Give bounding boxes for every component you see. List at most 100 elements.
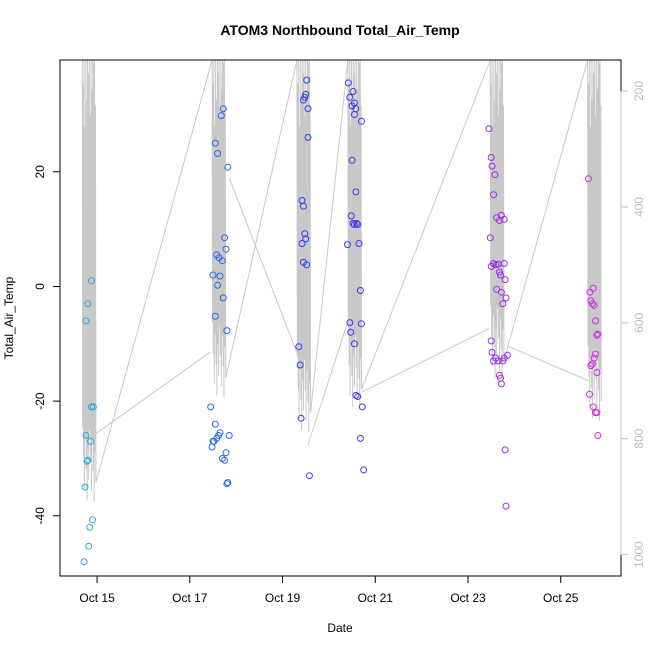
data-point [587, 362, 595, 370]
pressure-connector [228, 177, 300, 358]
data-point [496, 371, 503, 379]
data-point [356, 434, 364, 442]
data-point [219, 105, 227, 113]
pressure-connector [507, 345, 589, 382]
data-point [500, 260, 508, 267]
data-point [344, 241, 351, 249]
data-point [224, 163, 232, 171]
data-point [214, 281, 222, 289]
data-point [593, 369, 601, 376]
data-point [84, 300, 92, 308]
data-point [224, 479, 232, 486]
data-point [588, 300, 596, 308]
data-point [349, 88, 357, 95]
pressure-connector [88, 351, 211, 440]
y-tick-label: 0 [33, 283, 47, 290]
data-point [490, 191, 497, 199]
data-point [497, 288, 505, 296]
data-point [217, 112, 225, 120]
chart-title: ATOM3 Northbound Total_Air_Temp [220, 22, 459, 38]
data-point [209, 271, 217, 279]
data-point [216, 272, 224, 280]
data-point [488, 162, 496, 170]
data-point [346, 319, 354, 327]
data-point [302, 235, 310, 243]
data-point [223, 480, 231, 488]
data-point [221, 234, 229, 242]
secondary-y-axis: 200 400 600 800 1000 [620, 81, 646, 568]
data-point [488, 348, 496, 356]
data-points [80, 76, 602, 566]
y-axis: -40 -20 0 20 [33, 165, 61, 524]
x-axis: Oct 15 Oct 17 Oct 19 Oct 21 Oct 23 Oct 25 [79, 575, 579, 605]
data-point [356, 287, 364, 294]
data-point [303, 76, 311, 84]
data-point [85, 542, 93, 550]
data-point [214, 150, 222, 157]
data-point [590, 354, 598, 362]
data-point [304, 133, 312, 141]
data-point [216, 429, 224, 437]
data-point [225, 432, 233, 439]
data-point [211, 139, 219, 147]
data-point [355, 240, 363, 247]
pressure-line [81, 59, 602, 502]
data-point [296, 361, 304, 369]
data-point [346, 93, 354, 101]
data-point [593, 331, 601, 339]
data-point [496, 268, 503, 276]
data-point [218, 257, 226, 265]
data-point [503, 351, 511, 359]
data-point [501, 276, 509, 284]
data-point [499, 300, 507, 308]
data-point [592, 317, 599, 325]
data-point [352, 105, 360, 113]
data-point [593, 409, 601, 417]
pressure-connector [361, 328, 490, 393]
data-point [487, 154, 495, 161]
secondary-tick-label: 1000 [632, 541, 646, 568]
data-point [82, 432, 90, 439]
secondary-tick-label: 200 [632, 81, 646, 101]
data-point [89, 403, 97, 411]
data-point [350, 340, 358, 348]
y-tick-label: 20 [33, 165, 47, 179]
x-tick-label: Oct 17 [172, 591, 208, 605]
data-point [590, 301, 598, 309]
data-point [81, 483, 89, 491]
x-axis-label: Date [327, 621, 353, 635]
data-point [354, 393, 362, 400]
x-tick-label: Oct 21 [358, 591, 394, 605]
x-tick-label: Oct 15 [79, 591, 115, 605]
data-point [501, 446, 509, 454]
data-point [349, 219, 357, 227]
pressure-trace [81, 59, 602, 502]
data-point [301, 230, 309, 238]
data-point [305, 472, 313, 480]
pressure-connector [307, 322, 348, 445]
data-point [295, 343, 303, 351]
secondary-tick-label: 800 [632, 428, 646, 448]
x-tick-label: Oct 19 [265, 591, 301, 605]
data-point [223, 327, 231, 335]
data-point [80, 558, 88, 566]
data-point [87, 437, 95, 445]
x-tick-label: Oct 23 [450, 591, 486, 605]
data-point [344, 79, 352, 87]
data-point [219, 294, 227, 302]
data-point [222, 245, 230, 253]
secondary-tick-label: 400 [632, 197, 646, 217]
data-point [297, 414, 305, 422]
data-point [594, 330, 602, 338]
data-point [594, 432, 602, 439]
data-point [301, 93, 309, 101]
data-point [302, 90, 310, 98]
data-point [486, 234, 494, 242]
data-point [487, 337, 495, 345]
data-point [303, 261, 311, 269]
data-point [358, 403, 366, 411]
data-point [500, 215, 508, 223]
data-point [502, 502, 510, 510]
y-tick-label: -20 [33, 392, 47, 410]
